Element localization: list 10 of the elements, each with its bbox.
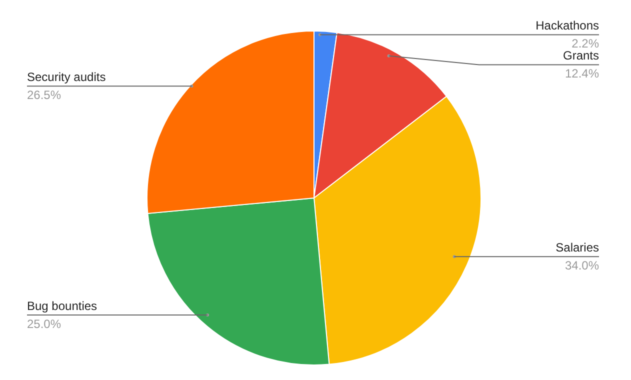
slice-label: Salaries — [556, 240, 599, 255]
data-label: 12.4% — [564, 66, 600, 81]
slice-label: Hackathons — [536, 18, 599, 33]
data-label: 25.0% — [27, 316, 62, 331]
data-label: 2.2% — [572, 36, 600, 51]
data-label: 34.0% — [564, 258, 600, 273]
data-label: 26.5% — [27, 88, 62, 102]
slice-label: Security audits — [27, 70, 106, 84]
slice-label: Bug bounties — [27, 298, 98, 313]
slice-label: Grants — [562, 48, 599, 63]
